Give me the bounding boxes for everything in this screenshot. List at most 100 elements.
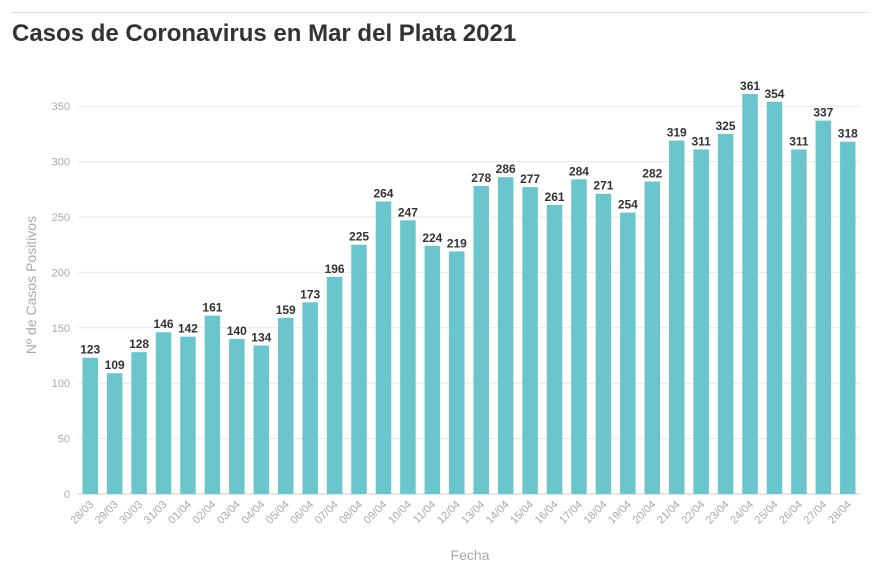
data-label: 225 <box>349 230 369 244</box>
x-tick-label: 19/04 <box>606 499 634 527</box>
y-tick-label: 150 <box>52 323 70 335</box>
x-tick-label: 11/04 <box>411 499 438 526</box>
data-label: 109 <box>105 358 125 372</box>
data-label: 196 <box>325 262 345 276</box>
data-label: 337 <box>813 106 833 120</box>
data-label: 142 <box>178 322 198 336</box>
data-label: 247 <box>398 205 418 219</box>
data-label: 361 <box>740 79 760 93</box>
bar <box>717 133 734 494</box>
bar <box>204 315 221 494</box>
y-axis-label: Nº de Casos Positivos <box>23 216 39 354</box>
bars <box>82 94 856 495</box>
bar <box>229 338 245 494</box>
bar <box>668 140 685 494</box>
data-label: 159 <box>276 303 296 317</box>
data-label: 311 <box>789 134 809 148</box>
x-tick-label: 24/04 <box>728 499 756 527</box>
bar <box>546 204 563 494</box>
data-label: 354 <box>764 87 784 101</box>
x-tick-label: 05/04 <box>264 499 292 527</box>
data-label: 261 <box>545 190 565 204</box>
bar <box>82 357 98 494</box>
bar <box>449 251 465 494</box>
bar <box>742 94 758 495</box>
bar <box>620 212 636 494</box>
x-tick-label: 18/04 <box>582 499 610 527</box>
y-tick-label: 200 <box>52 267 70 279</box>
bar <box>253 345 270 494</box>
data-label: 319 <box>667 126 687 140</box>
bar <box>693 149 709 495</box>
x-tick-label: 14/04 <box>484 499 512 527</box>
bar <box>791 149 807 495</box>
x-tick-label: 10/04 <box>386 499 414 527</box>
data-label: 173 <box>300 287 320 301</box>
data-label: 264 <box>373 186 393 200</box>
y-tick-label: 100 <box>52 378 70 390</box>
x-tick-label: 21/04 <box>655 499 683 527</box>
bar <box>375 201 392 494</box>
data-label: 277 <box>520 172 540 186</box>
x-tick-label: 04/04 <box>239 499 267 527</box>
x-tick-label: 16/04 <box>533 499 561 527</box>
bar <box>840 141 856 494</box>
y-tick-label: 300 <box>52 157 70 169</box>
chart-title: Casos de Coronavirus en Mar del Plata 20… <box>12 20 517 47</box>
top-divider <box>12 12 867 13</box>
x-tick-label: 06/04 <box>288 499 316 527</box>
data-label: 278 <box>471 171 491 185</box>
y-axis-ticks: 0 50 100 150 200 250 300 350 <box>52 101 70 501</box>
data-label: 271 <box>593 179 613 193</box>
y-tick-label: 50 <box>58 434 70 446</box>
bar <box>400 220 416 494</box>
x-tick-label: 15/04 <box>508 499 536 527</box>
data-label: 318 <box>838 127 858 141</box>
data-label: 284 <box>569 164 589 178</box>
data-label: 161 <box>202 301 222 315</box>
x-tick-label: 29/03 <box>93 499 121 527</box>
bar <box>424 245 441 494</box>
data-label: 286 <box>496 162 516 176</box>
data-label: 146 <box>154 317 174 331</box>
data-labels: 123 109 128 146 142 161 140 134 159 173 196 225 264 2… <box>80 79 858 372</box>
y-tick-label: 350 <box>52 101 70 113</box>
x-axis-label: Fecha <box>451 547 490 563</box>
data-label: 140 <box>227 324 247 338</box>
x-tick-label: 28/03 <box>68 499 96 527</box>
data-label: 254 <box>618 198 638 212</box>
bar <box>155 332 172 494</box>
bar <box>131 352 147 494</box>
x-tick-label: 26/04 <box>777 499 805 527</box>
bar <box>302 302 318 494</box>
x-tick-label: 20/04 <box>630 499 658 527</box>
x-tick-label: 17/04 <box>557 499 585 527</box>
data-label: 311 <box>691 134 711 148</box>
data-label: 123 <box>80 343 100 357</box>
bar <box>473 185 489 494</box>
bar <box>595 193 612 494</box>
bar <box>106 373 123 494</box>
x-tick-label: 23/04 <box>704 499 732 527</box>
bar <box>497 177 514 494</box>
x-tick-label: 07/04 <box>313 499 341 527</box>
bar <box>571 179 587 494</box>
x-tick-label: 01/04 <box>166 499 194 527</box>
y-tick-label: 250 <box>52 212 70 224</box>
x-tick-label: 13/04 <box>459 499 487 527</box>
x-tick-label: 27/04 <box>802 499 830 527</box>
bar <box>180 336 196 494</box>
bar <box>351 244 367 494</box>
bar <box>326 276 343 494</box>
x-tick-label: 25/04 <box>753 499 781 527</box>
data-label: 219 <box>447 236 467 250</box>
x-tick-label: 22/04 <box>679 499 707 527</box>
bar <box>766 101 783 494</box>
data-label: 134 <box>251 331 271 345</box>
x-tick-label: 30/03 <box>117 499 145 527</box>
x-tick-label: 03/04 <box>215 499 243 527</box>
x-tick-label: 09/04 <box>362 499 390 527</box>
bar <box>277 317 294 494</box>
x-axis-ticks: 28/0329/0330/0331/0301/0402/0403/0404/04… <box>68 499 854 527</box>
